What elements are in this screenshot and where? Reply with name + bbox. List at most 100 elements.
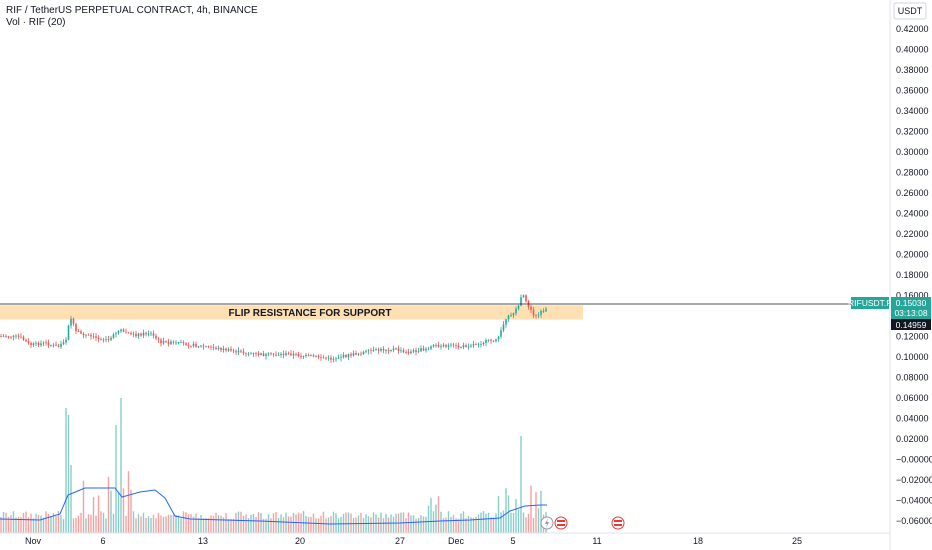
volume-bar [382, 518, 385, 533]
candle-body [492, 340, 495, 342]
candle-body [507, 315, 510, 320]
volume-bar [85, 518, 87, 533]
volume-ma-path [0, 487, 547, 525]
volume-bar [430, 497, 432, 533]
volume-bar [310, 516, 312, 533]
volume-bar [515, 498, 517, 533]
candle-body [525, 295, 527, 302]
candle-body [42, 342, 45, 344]
candle-body [415, 350, 417, 353]
volume-bar [337, 518, 340, 533]
candle-body [297, 353, 300, 357]
candle-body [410, 351, 412, 354]
candle-body [285, 353, 287, 356]
candle-body [347, 354, 350, 358]
candle-body [530, 306, 532, 311]
volume-bar [185, 512, 187, 533]
volume-bar [472, 517, 475, 533]
candle-body [315, 355, 317, 357]
time-axis[interactable]: Nov 6 13 20 27 Dec 5 11 18 25 [0, 532, 890, 546]
candle-body [280, 353, 282, 355]
us-flag-icon[interactable] [554, 516, 568, 530]
volume-bar [27, 517, 30, 533]
price-tick-label: 0.06000 [896, 393, 929, 403]
candle-body [532, 310, 535, 316]
time-tick-label: Nov [25, 536, 42, 546]
volume-bar [327, 517, 330, 533]
volume-bar [212, 516, 215, 533]
candle-body [110, 337, 112, 340]
volume-bar [95, 515, 97, 533]
volume-bar [267, 514, 270, 533]
volume-bars [0, 398, 547, 533]
volume-bar [335, 513, 337, 533]
candle-body [195, 343, 197, 347]
currency-button[interactable] [893, 2, 927, 20]
price-axis[interactable]: USDT 0.42000 0.40000 0.38000 0.36000 0.34000… [889, 0, 932, 550]
candle-body [422, 348, 425, 351]
candle-body [462, 345, 465, 348]
price-tick-label: 0.20000 [896, 250, 929, 260]
candle-body [97, 338, 100, 340]
candle-body [82, 333, 85, 336]
candle-body [397, 348, 400, 352]
price-tick-label: −0.02000 [896, 475, 932, 485]
candle-body [362, 352, 365, 355]
volume-bar [202, 518, 205, 533]
candle-body [32, 343, 35, 346]
candle-body [390, 350, 392, 351]
lightning-icon[interactable] [540, 516, 554, 530]
volume-bar [140, 516, 142, 533]
support-zone: FLIP RESISTANCE FOR SUPPORT [0, 305, 583, 320]
volume-bar [370, 517, 372, 533]
volume-bar [0, 517, 2, 533]
price-tags: RIFUSDT.P 0.15030 03:13:08 0.14959 [848, 297, 931, 330]
volume-bar [162, 517, 165, 533]
volume-bar [70, 465, 72, 533]
volume-bar [177, 515, 180, 533]
volume-bar [92, 497, 95, 533]
candle-body [117, 331, 120, 334]
candle-body [197, 346, 200, 348]
us-flag-icon[interactable] [611, 516, 625, 530]
volume-bar [105, 518, 107, 533]
candle-body [327, 357, 330, 359]
candle-body [300, 356, 302, 357]
volume-bar [55, 516, 57, 533]
volume-bar [180, 518, 182, 533]
candle-body [10, 336, 12, 338]
candles [0, 294, 547, 363]
candle-body [170, 341, 172, 345]
candle-body [375, 349, 377, 351]
event-icons [540, 516, 625, 530]
volume-bar [255, 517, 257, 533]
candle-body [247, 353, 250, 355]
volume-bar [175, 515, 177, 533]
volume-bar [232, 518, 235, 533]
candle-body [537, 314, 540, 316]
candle-body [205, 346, 207, 348]
volume-bar [5, 512, 7, 533]
volume-bar [62, 518, 65, 533]
volume-bar [455, 518, 457, 533]
candle-body [307, 354, 310, 356]
candle-body [100, 339, 102, 340]
candle-body [52, 344, 55, 346]
candle-body [240, 350, 242, 352]
volume-bar [57, 511, 60, 533]
price-tick-label: 0.22000 [896, 229, 929, 239]
candle-body [425, 348, 427, 351]
volume-bar [195, 513, 197, 533]
candle-body [420, 348, 422, 352]
candle-body [20, 336, 22, 338]
candle-body [310, 355, 312, 356]
candle-body [75, 323, 77, 332]
candle-body [165, 341, 167, 342]
candle-body [277, 354, 280, 356]
volume-bar [252, 514, 255, 533]
currency-label: USDT [898, 6, 923, 16]
price-tick-label: 0.28000 [896, 168, 929, 178]
price-tick-label: 0.40000 [896, 45, 929, 55]
volume-bar [102, 512, 105, 533]
